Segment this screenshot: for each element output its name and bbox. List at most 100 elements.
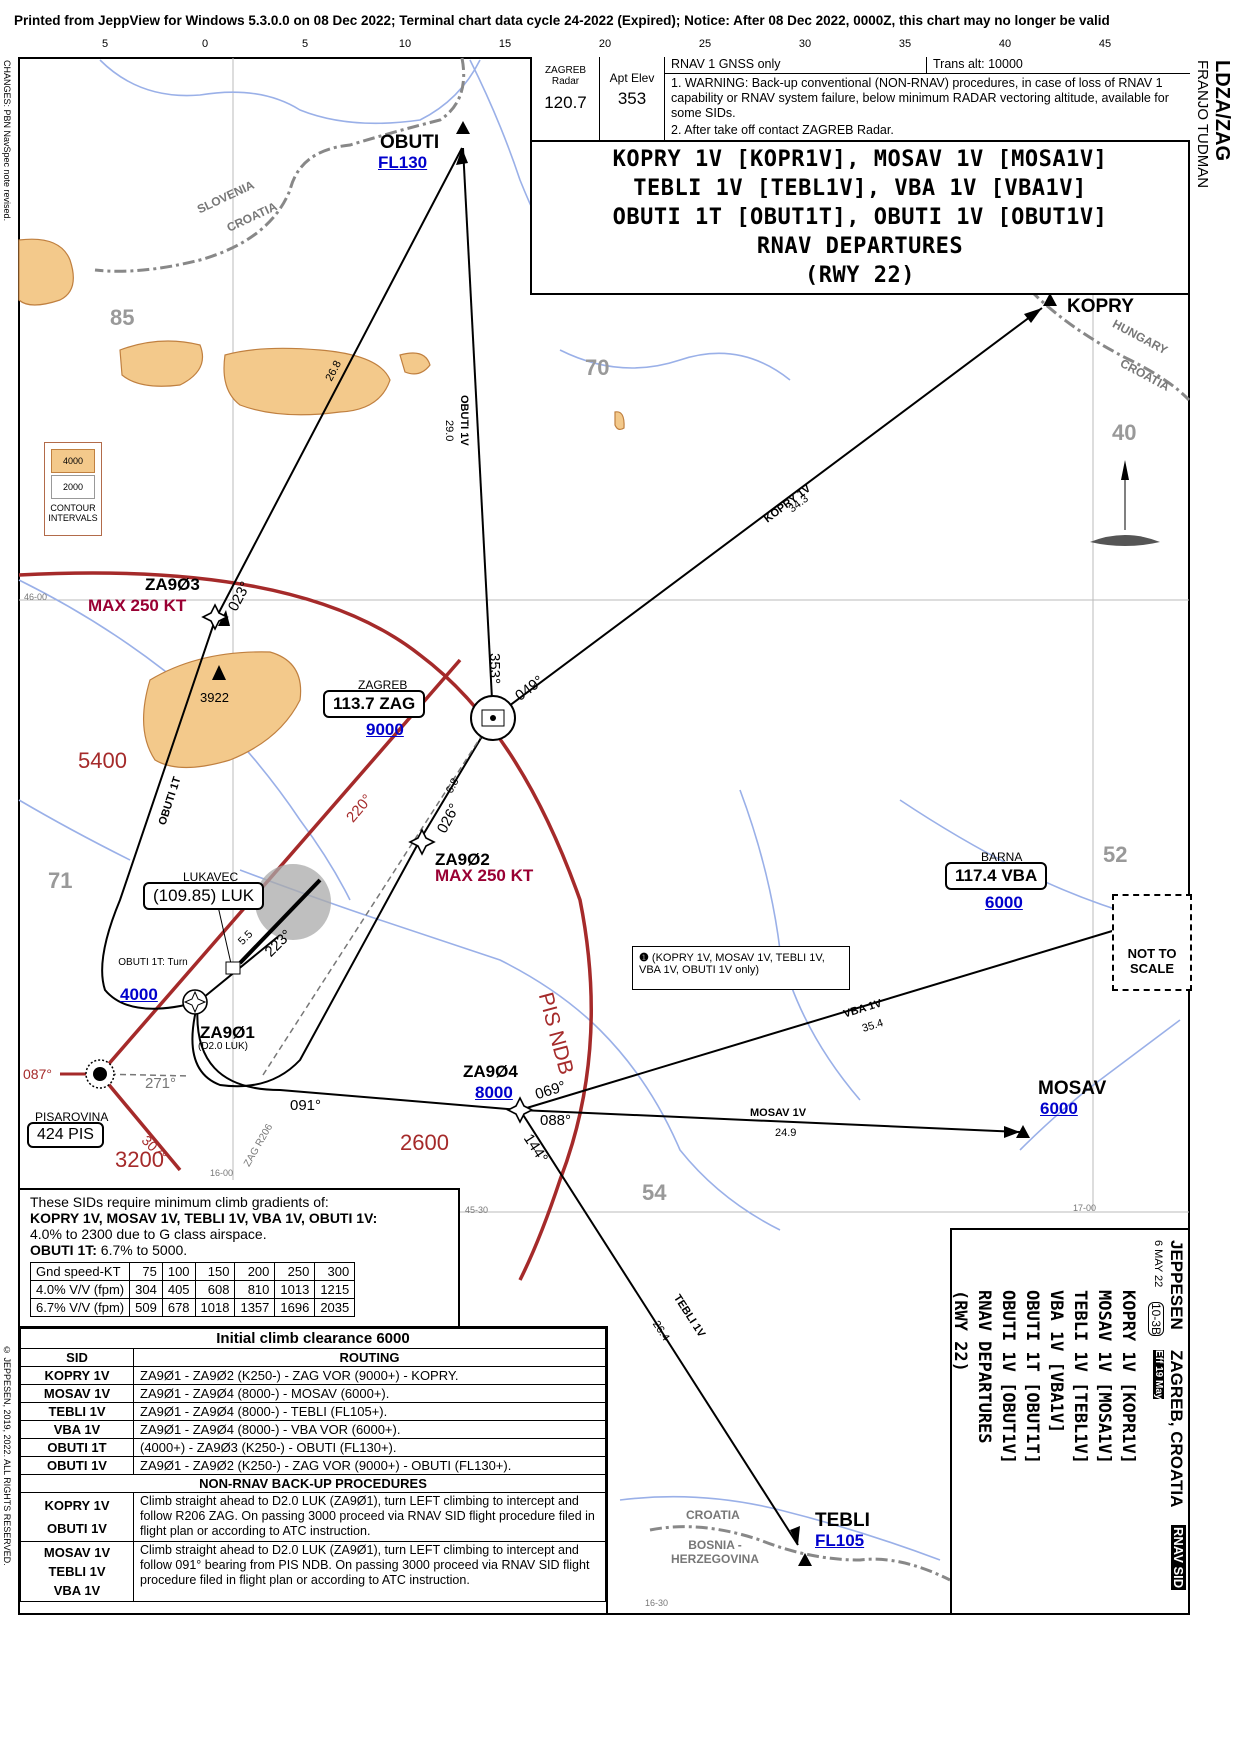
jepp-title: VBA 1V [VBA1V] <box>1046 1290 1066 1434</box>
table-cell: Gnd speed-KT <box>29 1262 131 1281</box>
radar-label: ZAGREB Radar <box>544 65 587 87</box>
jepp-eff: Eff 19 May <box>1153 1350 1164 1400</box>
sid-cell: MOSAV 1V <box>20 1384 134 1403</box>
borders <box>94 57 1191 1582</box>
table-row: OBUTI 1T (4000+) - ZA9Ø3 (K250-) - OBUTI … <box>20 1438 606 1457</box>
route-label: MOSAV 1V <box>750 1107 807 1119</box>
sid-cell: TEBLI 1V <box>20 1402 134 1421</box>
routing-table: Initial climb clearance 6000 SID ROUTING… <box>20 1328 606 1602</box>
table-cell: 100 <box>161 1262 196 1281</box>
elev-label: 52 <box>1103 842 1128 867</box>
fix-za904: ZA9Ø4 <box>463 1062 518 1081</box>
tebli-triangle <box>798 1553 812 1566</box>
obuti-triangle <box>456 121 470 134</box>
note-1: 1. WARNING: Back-up conventional (NON-RN… <box>671 76 1169 120</box>
route-note: ❶ (KOPRY 1V, MOSAV 1V, TEBLI 1V, VBA 1V,… <box>632 946 850 990</box>
grid-label: 45-30 <box>465 1205 489 1215</box>
waypoint-symbols <box>201 603 534 1124</box>
airport-circle <box>255 864 331 940</box>
initial-climb: Initial climb clearance 6000 <box>20 1328 606 1349</box>
fix-obuti: OBUTI <box>380 132 440 153</box>
table-cell: 6.7% V/V (fpm) <box>29 1298 131 1317</box>
routes <box>101 147 1143 1546</box>
jepp-brand: JEPPESEN <box>1167 1240 1186 1330</box>
jepp-title: RNAV DEPARTURES <box>974 1290 994 1444</box>
scale-label: 25 <box>698 38 712 50</box>
elev-cell: Apt Elev 353 <box>600 57 665 140</box>
title-line: (RWY 22) <box>805 263 915 288</box>
scale-label: 30 <box>798 38 812 50</box>
peak-elev: 3922 <box>200 690 229 705</box>
copyright: © JEPPESEN, 2019, 2022. ALL RIGHTS RESER… <box>2 1345 12 1566</box>
table-row: MOSAV 1V TEBLI 1V VBA 1V Climb straight … <box>20 1541 606 1602</box>
radar-cell: ZAGREB Radar 120.7 <box>532 57 600 140</box>
contour-2000: 2000 <box>51 475 95 499</box>
elev-label: 71 <box>48 868 73 893</box>
peak-symbol <box>212 665 226 680</box>
backup-sid: KOPRY 1V <box>44 1498 110 1513</box>
scale-label: 10 <box>398 38 412 50</box>
backup-sid: MOSAV 1V <box>43 1545 111 1560</box>
route-cell: (4000+) - ZA9Ø3 (K250-) - OBUTI (FL130+)… <box>133 1438 606 1457</box>
bearing-label: 087° <box>23 1066 52 1082</box>
notes-cell: RNAV 1 GNSS only Trans alt: 10000 1. WAR… <box>665 57 1190 140</box>
table-cell: 2035 <box>314 1298 356 1317</box>
jepp-title: KOPRY 1V [KOPR1V] <box>1118 1290 1138 1464</box>
jepp-city: ZAGREB, CROATIA <box>1167 1350 1186 1508</box>
table-row: TEBLI 1V ZA9Ø1 - ZA9Ø4 (8000-) - TEBLI (F… <box>20 1402 606 1421</box>
backup-sid: VBA 1V <box>53 1583 101 1598</box>
not-to-scale-text: NOT TO SCALE <box>1127 946 1177 976</box>
scale-label: 40 <box>998 38 1012 50</box>
changes-note: CHANGES: PBN NavSpec note revised. <box>2 60 12 222</box>
elev-label: 70 <box>585 355 610 380</box>
vba-altitude: 6000 <box>985 893 1023 912</box>
backup-header: NON-RNAV BACK-UP PROCEDURES <box>20 1474 606 1493</box>
bearing-label: 271° <box>145 1075 177 1092</box>
fix-za902: ZA9Ø2 <box>435 850 490 869</box>
fix-triangles <box>456 121 1057 1566</box>
title-line: RNAV DEPARTURES <box>756 234 964 259</box>
za901-dme: (D2.0 LUK) <box>198 1041 249 1052</box>
za902-speed: MAX 250 KT <box>435 866 534 885</box>
pis-name: PISAROVINA <box>35 1110 109 1124</box>
zag-navaid-box[interactable]: 113.7 ZAG <box>323 690 426 718</box>
zag-freq: 113.7 ZAG <box>333 694 416 713</box>
table-cell: 1357 <box>234 1298 276 1317</box>
pis-ndb-arc <box>18 571 593 1281</box>
border-label: BOSNIA -HERZEGOVINA <box>670 1538 759 1566</box>
fix-za901: ZA9Ø1 <box>200 1023 255 1042</box>
table-row: KOPRY 1V ZA9Ø1 - ZA9Ø2 (K250-) - ZAG VOR … <box>20 1366 606 1385</box>
elev-label: 85 <box>110 305 135 330</box>
pis-navaid-box[interactable]: 424 PIS <box>27 1122 104 1148</box>
pis-freq: 424 PIS <box>37 1126 94 1143</box>
fix-mosav: MOSAV <box>1038 1078 1107 1099</box>
climb-grad1: 4.0% to 2300 due to G class airspace. <box>30 1226 267 1242</box>
north-arrow <box>1090 460 1160 546</box>
tebli-altitude: FL105 <box>815 1531 865 1550</box>
luk-navaid-box[interactable]: (109.85) LUK <box>143 882 265 910</box>
not-to-scale-box: NOT TO SCALE <box>1112 894 1192 991</box>
route-label: OBUTI 1V <box>458 395 470 446</box>
airport-name: FRANJO TUDMAN <box>1194 60 1211 189</box>
table-cell: 405 <box>161 1280 196 1299</box>
table-cell: 250 <box>274 1262 316 1281</box>
rnav-spec: RNAV 1 GNSS only <box>665 57 927 73</box>
climb-row: 4.0% V/V (fpm) 304 405 608 810 1013 1215 <box>29 1280 356 1299</box>
msa-label: 2600 <box>400 1130 449 1155</box>
table-cell: 75 <box>129 1262 163 1281</box>
table-cell: 1018 <box>194 1298 236 1317</box>
luk-freq: (109.85) LUK <box>153 886 255 905</box>
obuti1t-turn-note: OBUTI 1T: Turn <box>118 957 188 968</box>
chart-title: KOPRY 1V [KOPR1V], MOSAV 1V [MOSA1V] TEB… <box>530 140 1190 295</box>
jepp-date: 6 MAY 22 <box>1152 1240 1164 1288</box>
climb-intro: These SIDs require minimum climb gradien… <box>30 1194 329 1210</box>
bearing-label: 353° <box>486 652 504 685</box>
table-cell: 678 <box>161 1298 196 1317</box>
route-cell: ZA9Ø1 - ZA9Ø4 (8000-) - MOSAV (6000+). <box>133 1384 606 1403</box>
print-notice: Printed from JeppView for Windows 5.3.0.… <box>14 13 1110 28</box>
vba-navaid-box[interactable]: 117.4 VBA <box>945 862 1048 890</box>
backup-text: Climb straight ahead to D2.0 LUK (ZA9Ø1)… <box>133 1541 606 1602</box>
grid-label: 46-00 <box>24 592 48 602</box>
route-cell: ZA9Ø1 - ZA9Ø2 (K250-) - ZAG VOR (9000+) … <box>133 1456 606 1475</box>
climb-grad2: 6.7% to 5000. <box>100 1242 188 1258</box>
